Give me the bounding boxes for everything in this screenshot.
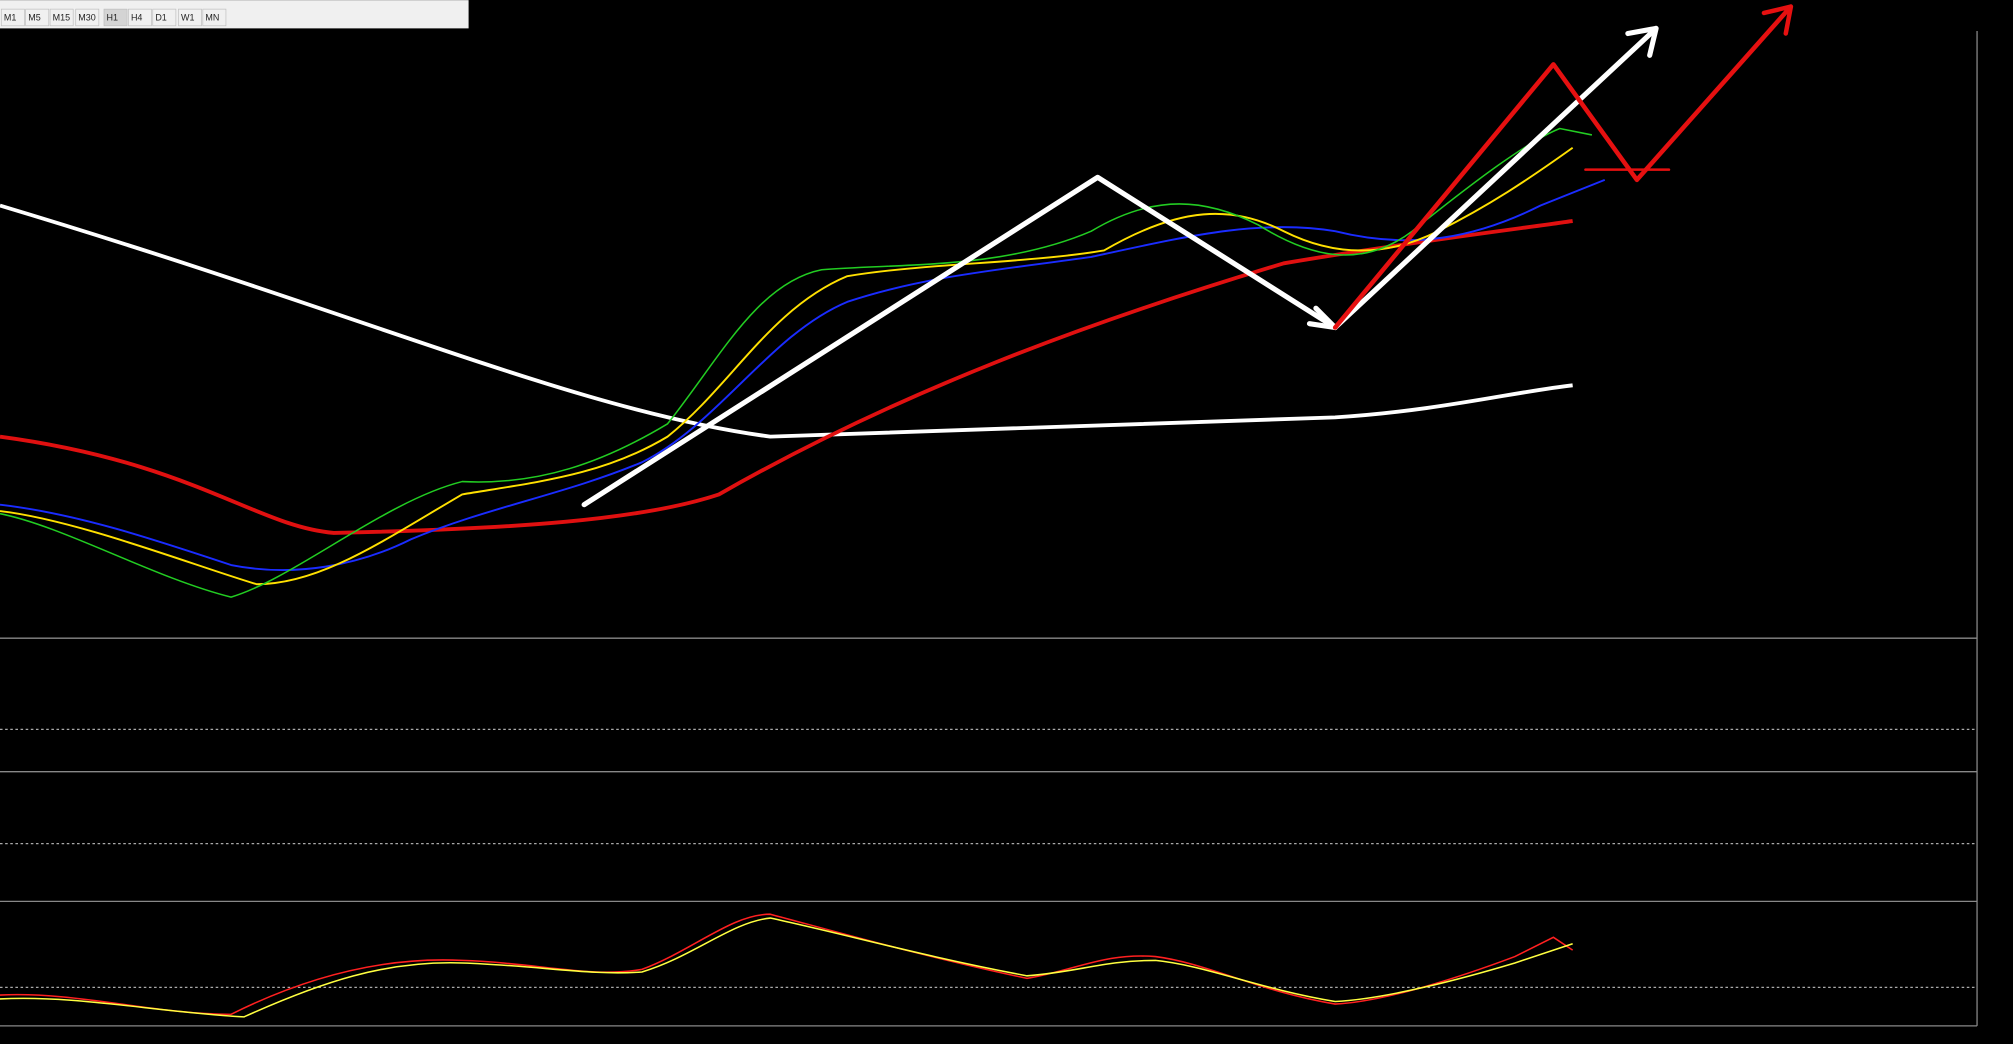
timeframe-button[interactable]: W1	[178, 8, 202, 27]
macd-lines	[0, 913, 1574, 1018]
button-face	[152, 8, 177, 27]
timeframe-button[interactable]: D1	[152, 8, 177, 27]
button-label: M5	[28, 12, 40, 22]
timeframe-button[interactable]: M15	[49, 8, 74, 27]
wave-drawings	[581, 4, 1794, 508]
ma-blue	[0, 178, 1606, 571]
button-label: W1	[181, 12, 194, 22]
button-label: MN	[205, 12, 219, 22]
button-face	[202, 8, 227, 27]
button-face	[25, 8, 50, 27]
timeframe-button[interactable]: H1	[103, 8, 128, 27]
button-label: M30	[78, 12, 95, 22]
button-face	[178, 8, 202, 27]
button-face	[0, 8, 25, 27]
ma-green	[0, 127, 1593, 598]
red-wave	[1332, 4, 1794, 330]
button-label: M15	[53, 12, 70, 22]
button-label: H1	[107, 12, 118, 22]
ma-yellow	[0, 146, 1574, 586]
timeframe-button[interactable]: M30	[75, 8, 100, 27]
panel-frames	[0, 30, 1978, 1027]
timeframe-button[interactable]: M1	[0, 8, 25, 27]
timeframe-button[interactable]: M5	[25, 8, 50, 27]
timeframe-button[interactable]: H4	[128, 8, 152, 27]
ma-200	[0, 203, 1573, 439]
moving-averages	[0, 127, 1606, 598]
button-face	[103, 8, 128, 27]
button-face	[75, 8, 100, 27]
macd-signal	[0, 917, 1573, 1018]
white-arrow	[1332, 25, 1659, 331]
button-face	[128, 8, 152, 27]
button-label: M1	[4, 12, 16, 22]
timeframe-button[interactable]: MN	[202, 8, 227, 27]
macd-main	[0, 913, 1574, 1016]
white-wave	[581, 174, 1338, 508]
button-label: D1	[155, 12, 166, 22]
button-face	[49, 8, 74, 27]
button-label: H4	[131, 12, 142, 22]
